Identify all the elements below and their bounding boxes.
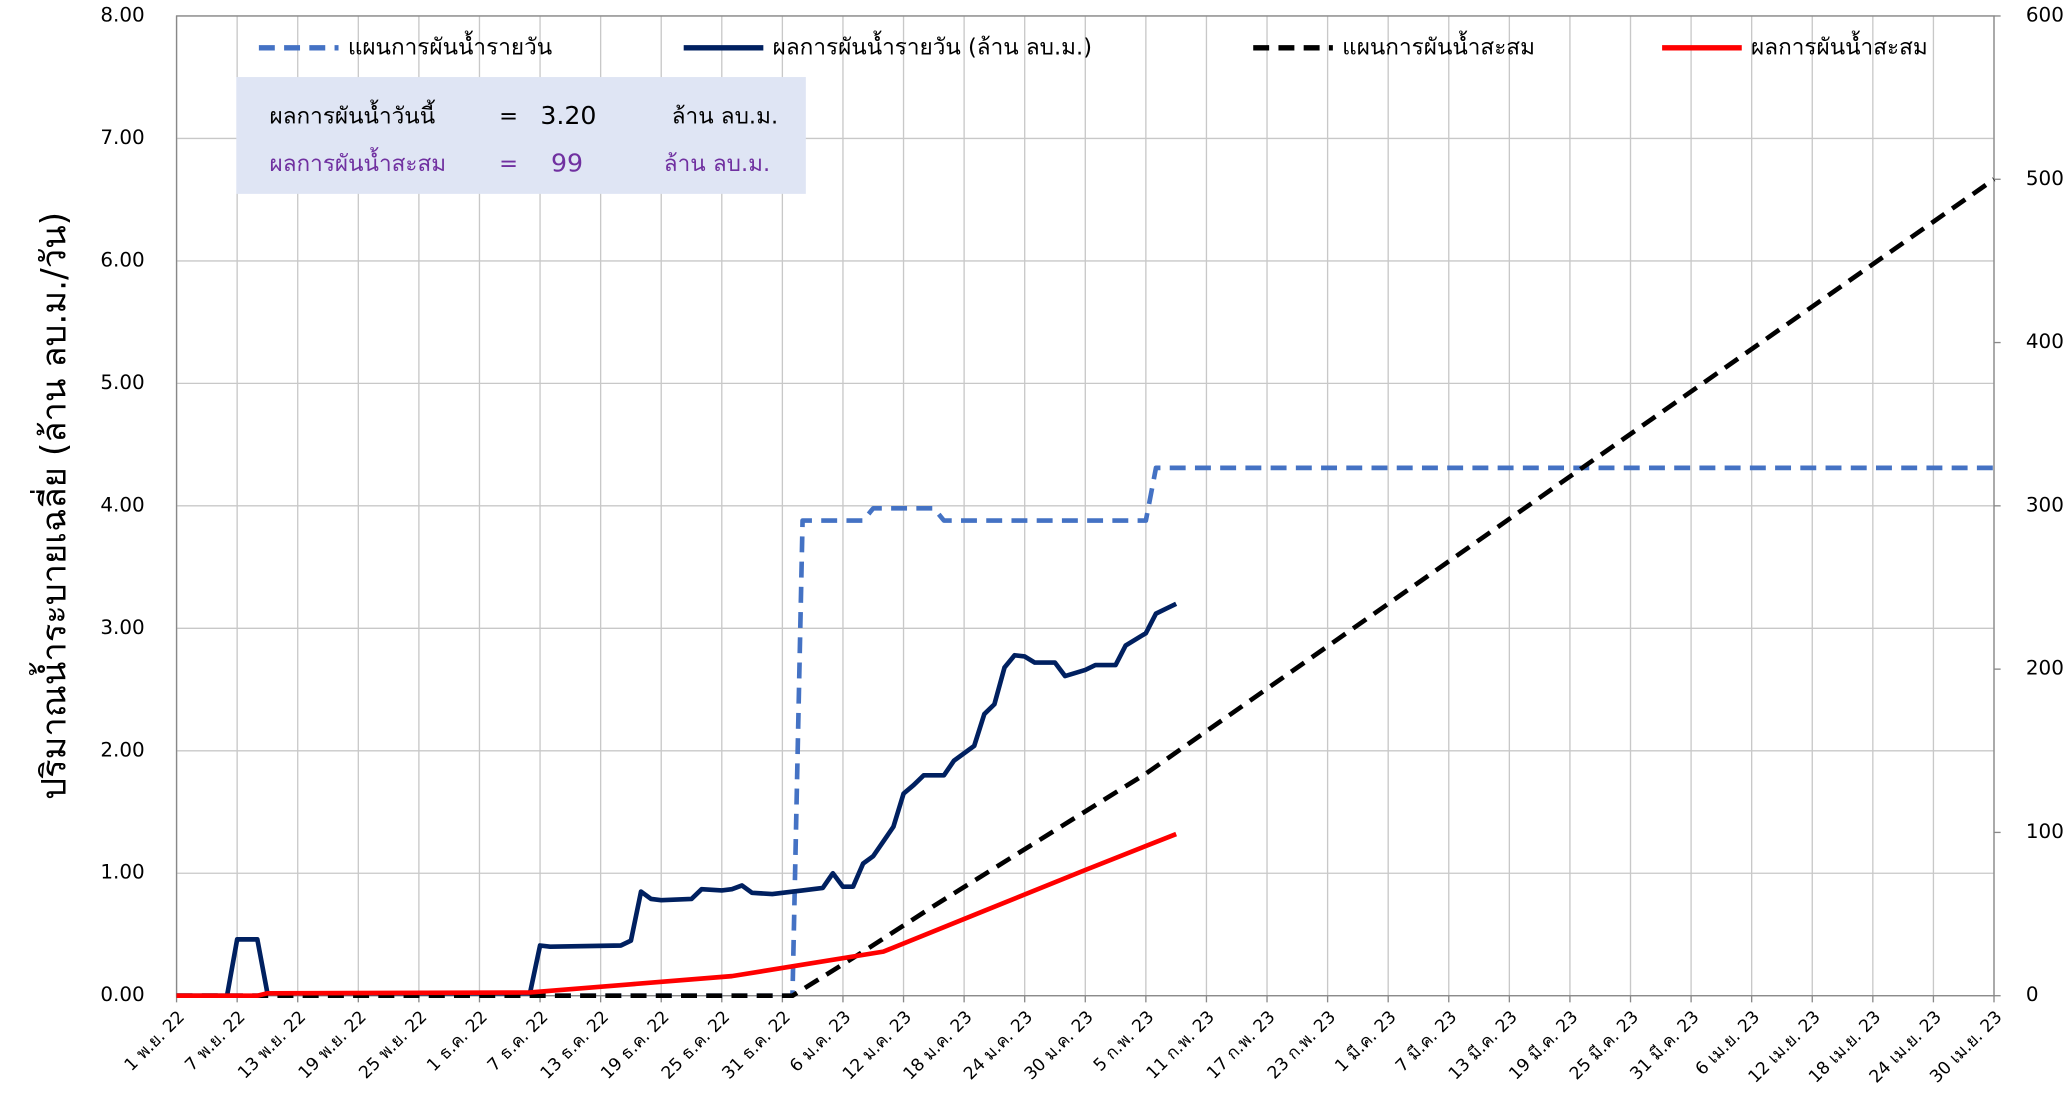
y-tick-label: 8.00 (100, 3, 144, 26)
series-line (176, 465, 1995, 999)
y2-tick-label: 500 (2026, 167, 2064, 190)
x-tick-label: 1 ธ.ค. 22 (423, 1007, 492, 1076)
y-tick-label: 1.00 (100, 861, 144, 884)
info-total-eq: = (499, 151, 518, 177)
y2-tick-label: 400 (2026, 330, 2064, 353)
y2-tick-label: 600 (2026, 3, 2064, 26)
y-tick-label: 5.00 (100, 371, 144, 394)
series-line (176, 601, 1178, 999)
info-box (236, 77, 806, 194)
series-line (176, 831, 1178, 999)
plot-frame (175, 15, 1995, 997)
legend-label: ผลการผันน้ำรายวัน (ล้าน ลบ.ม.) (773, 30, 1092, 60)
legend-label: แผนการผันน้ำรายวัน (348, 30, 552, 60)
y2-tick-label: 300 (2026, 493, 2064, 516)
y-tick-label: 6.00 (100, 248, 144, 271)
info-total-label: ผลการผันน้ำสะสม (269, 147, 446, 177)
y2-tick-label: 100 (2026, 820, 2064, 843)
legend-label: ผลการผันน้ำสะสม (1751, 30, 1928, 60)
y-tick-label: 3.00 (100, 616, 144, 639)
info-total-value: 99 (551, 149, 583, 178)
y-axis-label: ปริมาณน้ำระบายเฉลี่ย (ล้าน ลบ.ม./วัน) (28, 212, 74, 800)
info-today-unit: ล้าน ลบ.ม. (672, 103, 778, 129)
x-tick-label: 1 มี.ค. 23 (1331, 1007, 1400, 1076)
info-total-unit: ล้าน ลบ.ม. (664, 151, 770, 177)
y-tick-label: 0.00 (100, 983, 144, 1006)
y2-tick-label: 0 (2026, 983, 2039, 1006)
y-tick-label: 7.00 (100, 126, 144, 149)
info-today-value: 3.20 (540, 101, 596, 130)
y-tick-label: 4.00 (100, 493, 144, 516)
y2-tick-label: 200 (2026, 657, 2064, 680)
info-today-label: ผลการผันน้ำวันนี้ (269, 99, 435, 129)
y-tick-label: 2.00 (100, 738, 144, 761)
info-today-eq: = (499, 103, 518, 129)
series-line (176, 177, 1996, 999)
legend-label: แผนการผันน้ำสะสม (1342, 30, 1535, 60)
x-tick-label: 1 พ.ย. 22 (121, 1007, 189, 1075)
